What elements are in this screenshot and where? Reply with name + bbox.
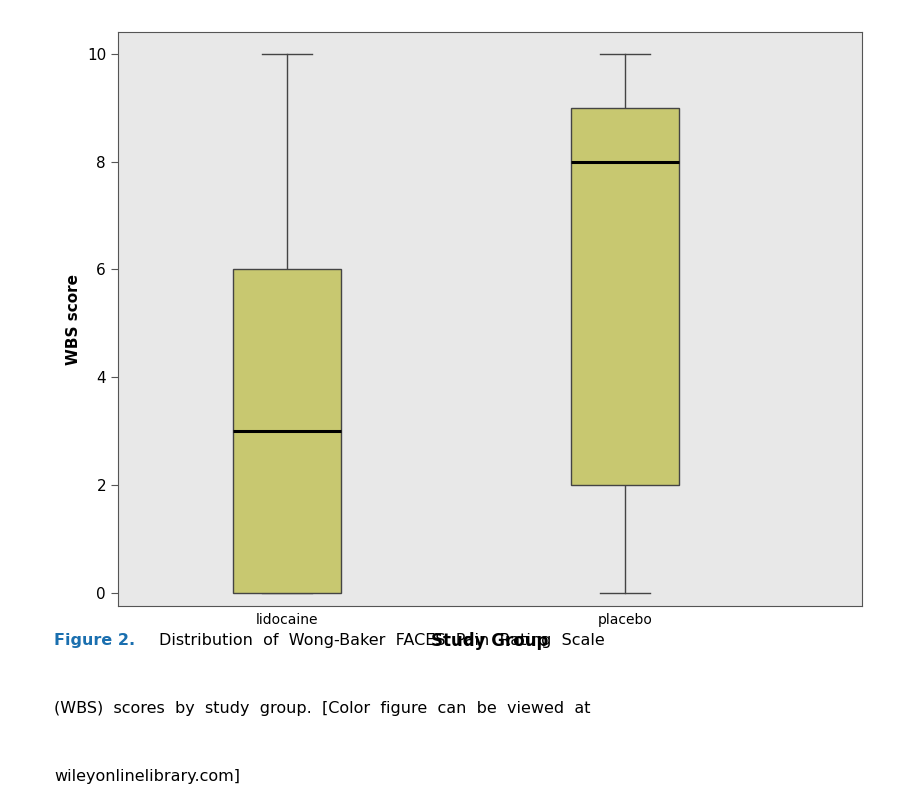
Bar	[233, 269, 341, 592]
Text: wileyonlinelibrary.com]: wileyonlinelibrary.com]	[54, 769, 240, 785]
Bar	[571, 107, 679, 485]
Y-axis label: WBS score: WBS score	[66, 274, 82, 364]
Text: (WBS)  scores  by  study  group.  [Color  figure  can  be  viewed  at: (WBS) scores by study group. [Color figu…	[54, 701, 591, 717]
X-axis label: Study Group: Study Group	[431, 633, 549, 650]
Text: Figure 2.: Figure 2.	[54, 633, 135, 649]
Text: Distribution  of  Wong-Baker  FACES  Pain  Rating  Scale: Distribution of Wong-Baker FACES Pain Ra…	[159, 633, 604, 649]
